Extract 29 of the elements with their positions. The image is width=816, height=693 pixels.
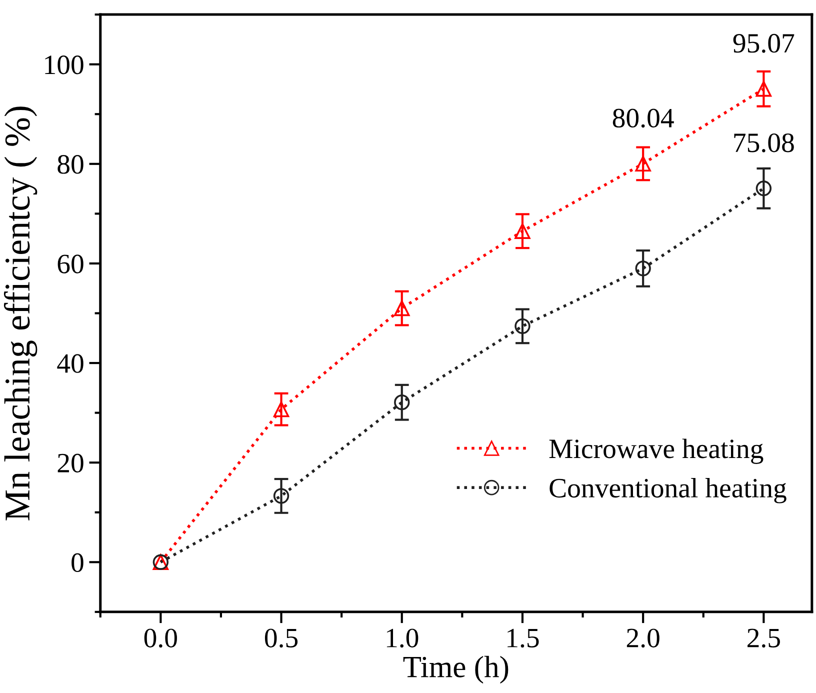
data-label: 75.08 bbox=[734, 133, 794, 152]
y-tick-label: 0 bbox=[72, 553, 84, 572]
point bbox=[394, 300, 410, 316]
x-tick-label: 1.5 bbox=[508, 628, 539, 648]
point bbox=[394, 394, 410, 410]
point bbox=[756, 81, 772, 97]
point bbox=[514, 318, 530, 334]
point bbox=[273, 488, 290, 504]
y-axis-title: Mn leaching efficientcy ( %) bbox=[4, 106, 38, 520]
x-tick-label: 2.5 bbox=[748, 628, 780, 648]
x-tick-label: 0.0 bbox=[144, 628, 177, 648]
data-label: 95.07 bbox=[733, 34, 794, 53]
y-tick-label: 20 bbox=[58, 454, 84, 472]
x-tick-label: 0.5 bbox=[264, 628, 298, 648]
data-label: 80.04 bbox=[612, 108, 674, 128]
y-tick-label: 80 bbox=[58, 155, 84, 174]
point bbox=[273, 401, 290, 418]
point bbox=[514, 223, 530, 239]
point bbox=[756, 180, 772, 196]
legend-label: Microwave heating bbox=[549, 438, 764, 464]
y-tick-label: 60 bbox=[58, 254, 84, 274]
y-tick-label: 40 bbox=[57, 354, 84, 373]
x-tick-label: 2.0 bbox=[626, 628, 660, 648]
point bbox=[635, 260, 651, 276]
x-axis-title: Time (h) bbox=[403, 656, 508, 684]
x-tick-label: 1.0 bbox=[386, 628, 418, 648]
legend-label: Conventional heating bbox=[550, 478, 786, 504]
y-tick-label: 100 bbox=[45, 56, 84, 74]
point bbox=[635, 156, 651, 172]
